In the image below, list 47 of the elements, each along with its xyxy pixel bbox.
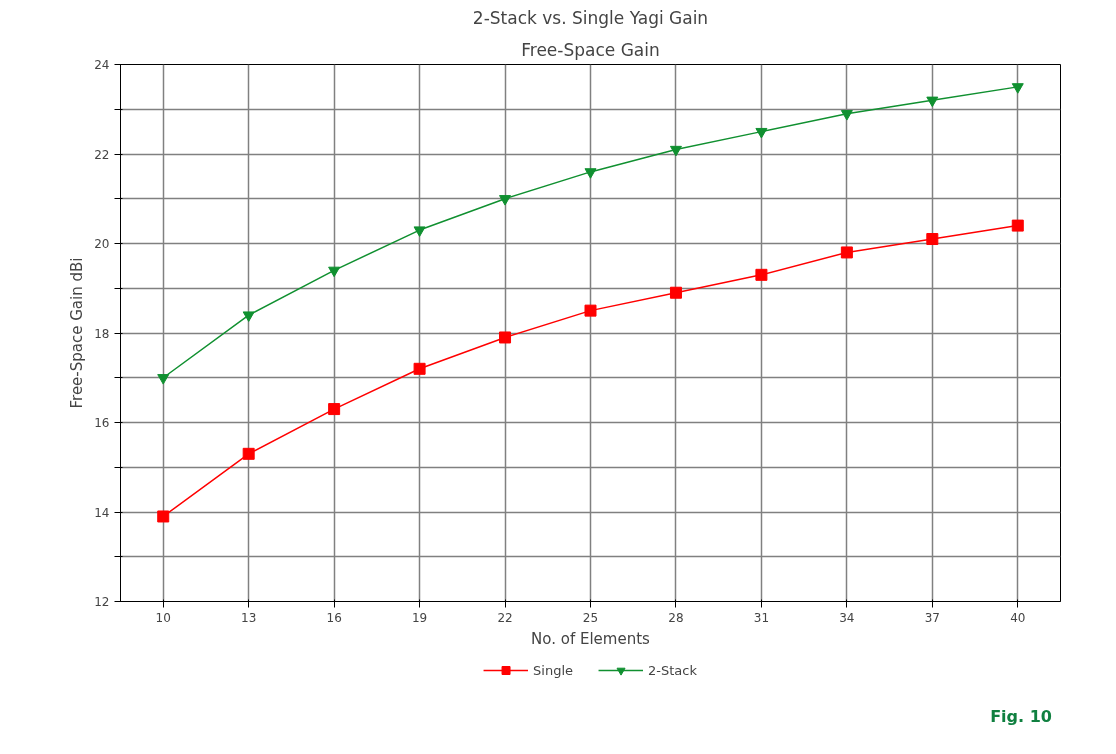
point bbox=[413, 362, 426, 375]
point bbox=[328, 403, 341, 416]
y-tick-label: 24 bbox=[94, 58, 110, 72]
point bbox=[242, 311, 255, 322]
point bbox=[499, 195, 512, 206]
point bbox=[926, 96, 939, 108]
x-tick-label: 25 bbox=[582, 610, 599, 625]
point bbox=[755, 268, 768, 281]
point bbox=[1011, 219, 1024, 232]
y-tick-label: 12 bbox=[94, 595, 110, 609]
point bbox=[328, 266, 341, 278]
x-tick-label: 28 bbox=[668, 610, 684, 625]
x-tick-label: 37 bbox=[924, 610, 940, 625]
y-tick-label: 14 bbox=[94, 505, 110, 520]
point bbox=[242, 447, 255, 460]
x-tick-label: 31 bbox=[753, 610, 770, 625]
x-tick-label: 22 bbox=[497, 610, 513, 625]
x-tick-label: 40 bbox=[1010, 610, 1026, 625]
legend-label: Single bbox=[533, 662, 574, 678]
caption: Fig. 10 bbox=[990, 706, 1052, 726]
point bbox=[157, 510, 170, 523]
point bbox=[584, 304, 597, 317]
y-tick-label: 16 bbox=[94, 416, 110, 430]
x-tick-label: 34 bbox=[839, 610, 855, 625]
point bbox=[926, 233, 939, 246]
point bbox=[840, 246, 853, 259]
y-tick-label: 22 bbox=[94, 147, 110, 162]
point bbox=[584, 168, 597, 179]
point bbox=[1011, 83, 1024, 94]
x-tick-label: 13 bbox=[241, 610, 257, 625]
x-tick-label: 19 bbox=[411, 610, 428, 625]
y-axis-title: Free-Space Gain dBi bbox=[68, 257, 87, 409]
x-tick-label: 10 bbox=[155, 610, 171, 625]
y-tick-label: 18 bbox=[94, 326, 110, 341]
point bbox=[499, 331, 512, 344]
x-tick-label: 16 bbox=[326, 610, 342, 625]
point bbox=[840, 110, 853, 121]
point bbox=[669, 145, 682, 157]
point bbox=[669, 286, 682, 299]
point bbox=[755, 127, 768, 139]
point bbox=[413, 226, 426, 237]
chart-title: 2-Stack vs. Single Yagi Gain bbox=[472, 7, 709, 28]
point bbox=[157, 374, 170, 385]
x-axis-title: No. of Elements bbox=[531, 629, 651, 648]
legend-label: 2-Stack bbox=[648, 662, 697, 678]
chart-subtitle: Free-Space Gain bbox=[521, 39, 660, 60]
y-tick-label: 20 bbox=[94, 237, 110, 251]
